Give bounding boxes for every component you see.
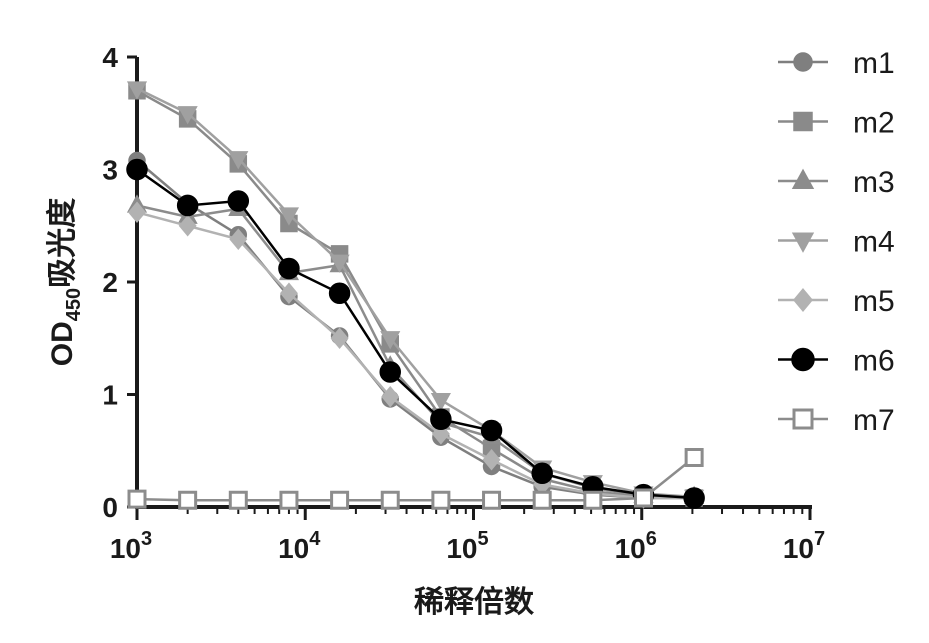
x-tick-label: 107 xyxy=(783,528,825,564)
legend-item-m1: m1 xyxy=(778,47,895,80)
point-m6 xyxy=(430,408,452,430)
series-line-m6 xyxy=(136,168,695,500)
series-m5 xyxy=(128,201,704,509)
point-m6 xyxy=(480,419,503,442)
series-layer xyxy=(126,81,705,510)
point-m6 xyxy=(683,487,705,509)
point-m5 xyxy=(128,201,146,224)
legend-item-m5: m5 xyxy=(778,285,895,318)
legend-marker xyxy=(793,52,813,72)
point-m7 xyxy=(431,490,451,510)
y-tick-label: 1 xyxy=(102,380,118,411)
axes xyxy=(135,57,812,509)
x-tick-label: 103 xyxy=(110,528,152,564)
series-line-m5 xyxy=(136,211,695,500)
series-m2 xyxy=(128,82,703,507)
point-m7 xyxy=(583,490,603,510)
legend-item-m7: m7 xyxy=(778,404,895,437)
point-m6 xyxy=(176,194,199,217)
legend-label: m5 xyxy=(853,285,895,318)
point-m5 xyxy=(229,228,248,251)
series-m4 xyxy=(126,81,705,509)
legend-marker xyxy=(791,347,815,372)
point-m7 xyxy=(532,490,552,510)
point-m7 xyxy=(380,490,400,510)
point-m7 xyxy=(228,490,248,510)
point-m7 xyxy=(279,490,299,510)
legend-item-m2: m2 xyxy=(778,107,895,140)
point-m6 xyxy=(278,257,300,280)
point-m5 xyxy=(482,448,501,471)
point-m6 xyxy=(227,190,250,212)
legend-marker xyxy=(793,288,813,312)
legend-marker xyxy=(792,408,814,430)
legend-label: m4 xyxy=(853,226,895,259)
legend-label: m3 xyxy=(853,166,895,199)
point-m6 xyxy=(531,462,553,484)
point-m7 xyxy=(330,490,350,510)
legend-marker xyxy=(793,111,813,132)
point-m5 xyxy=(279,282,298,305)
point-m4 xyxy=(329,254,350,273)
legend-item-m6: m6 xyxy=(778,345,895,378)
x-tick-label: 105 xyxy=(446,528,488,564)
legend: m1 m2 m3 m4 m5 m6 m7 xyxy=(778,47,895,437)
point-m7 xyxy=(127,489,147,509)
legend-label: m2 xyxy=(853,107,895,140)
legend-label: m1 xyxy=(853,47,895,80)
point-m4 xyxy=(430,392,451,412)
series-m7 xyxy=(127,448,704,510)
legend-label: m6 xyxy=(853,345,895,378)
legend-label: m7 xyxy=(853,404,895,437)
series-line-m3 xyxy=(136,204,695,499)
legend-item-m4: m4 xyxy=(778,226,895,259)
point-m6 xyxy=(126,158,148,181)
point-m4 xyxy=(278,207,300,226)
legend-marker xyxy=(791,168,815,189)
legend-item-m3: m3 xyxy=(778,166,895,199)
series-line-m2 xyxy=(136,89,695,500)
point-m5 xyxy=(178,214,197,237)
point-m4 xyxy=(380,331,401,350)
y-tick-label: 0 xyxy=(102,492,118,523)
x-tick-label: 104 xyxy=(278,528,321,564)
point-m5 xyxy=(381,385,400,408)
point-m4 xyxy=(228,151,249,170)
y-ticks: 0 1 2 3 4 xyxy=(102,42,137,523)
point-m5 xyxy=(330,327,349,350)
point-m6 xyxy=(379,361,401,383)
point-m7 xyxy=(482,490,502,510)
y-tick-label: 2 xyxy=(102,267,118,298)
point-m7 xyxy=(684,448,704,467)
point-m4 xyxy=(126,81,148,100)
series-m3 xyxy=(126,194,705,505)
y-tick-label: 4 xyxy=(102,42,118,73)
x-ticks: 103 104 105 106 107 xyxy=(110,507,825,564)
x-tick-label: 106 xyxy=(615,528,657,564)
legend-marker xyxy=(791,232,815,253)
series-m6 xyxy=(126,158,705,509)
point-m6 xyxy=(328,282,351,304)
point-m7 xyxy=(633,488,653,508)
y-tick-label: 3 xyxy=(102,155,118,186)
point-m4 xyxy=(177,106,198,125)
x-axis-title: 稀释倍数 xyxy=(414,585,535,619)
series-m1 xyxy=(128,151,703,507)
point-m7 xyxy=(178,490,198,510)
y-axis-title: OD450吸光度 xyxy=(46,198,85,366)
